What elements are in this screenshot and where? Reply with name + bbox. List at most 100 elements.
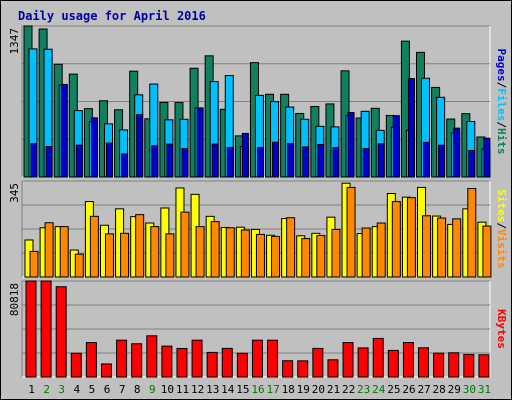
bar-pages-day-10 [166,143,174,178]
bar-visits-day-28 [437,217,447,278]
day-label: 15 [236,383,249,396]
axis-label-hits: Hits [495,128,508,155]
bar-visits-day-9 [150,226,160,278]
bar-visits-day-13 [210,221,220,278]
panel-2: 345 Sites/Visits [8,180,508,278]
day-label: 28 [433,383,446,396]
bar-pages-day-14 [226,147,234,178]
bar-kbytes-day-13 [206,351,218,378]
bar-visits-day-6 [104,233,114,278]
day-label: 21 [327,383,340,396]
panel-3: 80818 KBytes [8,280,508,378]
bar-visits-day-27 [422,215,432,278]
axis-label-visits: Visits [495,229,508,269]
bar-kbytes-day-7 [116,339,128,378]
bar-pages-day-17 [272,141,280,178]
axis-label-separator: / [495,121,508,128]
bar-kbytes-day-29 [448,352,460,378]
bar-visits-day-1 [29,250,39,278]
bar-kbytes-day-28 [433,352,445,378]
bar-visits-day-23 [361,227,371,278]
bar-kbytes-day-24 [372,337,384,378]
bar-pages-day-8 [136,114,144,178]
day-label: 4 [74,383,81,396]
axis-label-pages: Pages [495,49,508,82]
bar-visits-day-30 [467,188,477,278]
bar-pages-day-16 [256,147,264,178]
bar-kbytes-day-17 [267,339,279,378]
bar-pages-day-31 [483,137,491,178]
bar-visits-day-11 [180,211,190,278]
day-label: 11 [176,383,189,396]
bar-visits-day-15 [240,229,250,278]
bar-kbytes-day-31 [478,354,490,378]
bar-pages-day-24 [377,143,385,178]
day-label: 31 [478,383,491,396]
bar-kbytes-day-23 [357,347,369,378]
bar-pages-day-4 [75,144,83,178]
bar-kbytes-day-19 [297,360,309,378]
bar-visits-day-20 [316,235,326,278]
bar-pages-day-19 [302,146,310,178]
day-label: 3 [58,383,65,396]
bar-pages-day-29 [453,127,461,178]
bar-visits-day-26 [406,197,416,278]
day-label: 27 [417,383,430,396]
bar-kbytes-day-15 [236,352,248,378]
bar-kbytes-day-9 [146,335,158,378]
axis-label-kbytes: KBytes [495,309,508,349]
bar-kbytes-day-14 [221,347,233,378]
bar-kbytes-day-27 [418,347,430,378]
day-label: 10 [161,383,174,396]
bar-pages-day-13 [211,143,219,178]
bar-kbytes-day-16 [251,339,263,378]
series-axis-label: Pages/Files/Hits [495,49,508,155]
bar-visits-day-5 [89,215,99,278]
day-label: 6 [104,383,111,396]
bar-visits-day-25 [391,201,401,278]
bar-pages-day-30 [468,149,476,178]
axis-label-separator: / [495,222,508,229]
chart-title: Daily usage for April 2016 [18,9,206,23]
bar-pages-day-6 [105,142,113,178]
bar-kbytes-day-2 [40,280,52,378]
day-label: 13 [206,383,219,396]
day-label: 5 [89,383,96,396]
bar-pages-day-22 [347,112,355,178]
bar-pages-day-5 [90,117,98,178]
bar-kbytes-day-20 [312,347,324,378]
bar-pages-day-25 [392,115,400,178]
bar-kbytes-day-6 [100,363,112,378]
bar-kbytes-day-30 [463,353,475,378]
y-max-label: 80818 [8,283,21,316]
day-label: 1 [28,383,35,396]
bar-kbytes-day-25 [387,349,399,378]
bar-visits-day-12 [195,226,205,278]
bar-kbytes-day-3 [55,286,67,378]
day-label: 25 [387,383,400,396]
bar-kbytes-day-1 [25,280,37,378]
bar-visits-day-14 [225,227,235,278]
bar-pages-day-15 [241,132,249,178]
series-axis-label: Sites/Visits [495,189,508,269]
bar-pages-day-18 [287,142,295,178]
bar-kbytes-day-26 [402,342,414,378]
bar-visits-day-31 [482,225,492,278]
bar-kbytes-day-22 [342,342,354,378]
day-label: 17 [266,383,279,396]
bar-kbytes-day-8 [131,343,143,378]
bar-visits-day-16 [255,233,265,278]
axis-label-files: Files [495,88,508,121]
bar-kbytes-day-4 [70,352,82,378]
day-label: 8 [134,383,141,396]
bar-visits-day-18 [286,217,296,278]
bar-pages-day-1 [30,143,38,178]
bar-kbytes-day-11 [176,347,188,378]
bar-pages-day-26 [407,78,415,178]
bar-kbytes-day-5 [85,342,97,378]
bar-visits-day-7 [120,232,130,278]
bar-kbytes-day-18 [282,360,294,378]
